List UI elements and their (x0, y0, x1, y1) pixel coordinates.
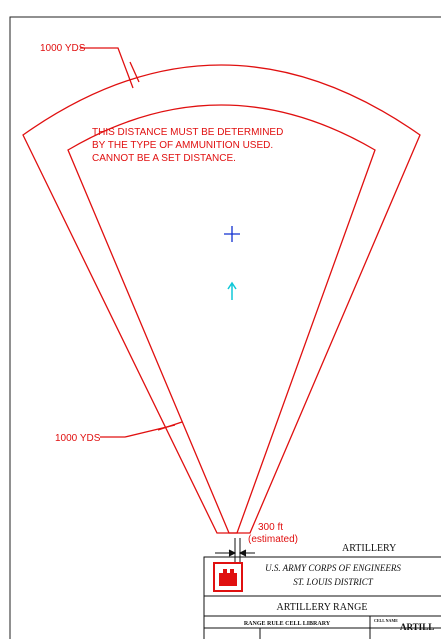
north-arrow (227, 281, 237, 300)
leader (80, 47, 134, 89)
district: ST. LOUIS DISTRICT (293, 577, 374, 587)
castle (219, 569, 237, 586)
dimension-text: 1000 YDS (55, 433, 101, 444)
frame (9, 16, 441, 639)
drawing-title: ARTILLERY RANGE (277, 602, 368, 613)
label: ARTILLERY (342, 543, 396, 554)
dim-arrow (157, 421, 183, 431)
leader (100, 424, 176, 438)
org: U.S. ARMY CORPS OF ENGINEERS (265, 563, 401, 573)
center-mark (224, 226, 240, 242)
base-dimension (215, 538, 255, 562)
outer-fan (22, 64, 421, 534)
cell-name: ARTILL (400, 622, 434, 632)
dim-arrow (129, 61, 140, 83)
range-fan (22, 47, 421, 534)
inner-fan (67, 104, 376, 534)
note-line: CANNOT BE A SET DISTANCE. (92, 153, 236, 164)
note-line: BY THE TYPE OF AMMUNITION USED. (92, 140, 273, 151)
cell-label: CELL NAME (374, 618, 398, 623)
note-line: THIS DISTANCE MUST BE DETERMINED (92, 127, 283, 138)
dimension-text: (estimated) (248, 534, 298, 545)
dimension-text: 300 ft (258, 522, 283, 533)
title-block (203, 556, 441, 639)
dimension-text: 1000 YDS (40, 43, 86, 54)
library: RANGE RULE CELL LIBRARY (244, 621, 331, 627)
